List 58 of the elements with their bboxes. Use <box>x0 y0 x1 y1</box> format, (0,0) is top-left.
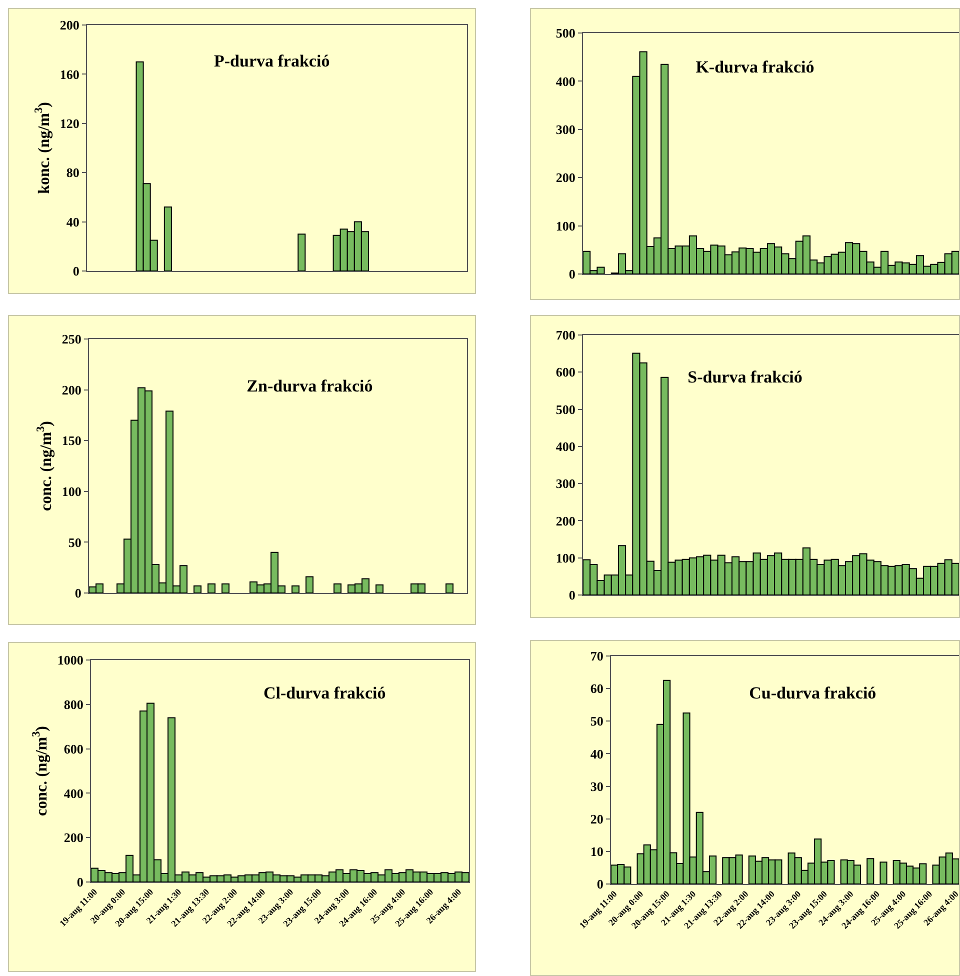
y-tick-label: 30 <box>590 778 604 794</box>
y-tick-label: 80 <box>66 165 80 180</box>
y-tick-label: 40 <box>66 214 80 230</box>
y-tick-label: 120 <box>60 116 80 131</box>
text: P-durva frakció <box>214 52 330 71</box>
bar <box>222 583 230 593</box>
y-tick-label: 200 <box>556 513 576 528</box>
y-tick-label: 0 <box>568 588 576 603</box>
y-tick-label: 0 <box>76 874 84 890</box>
y-tick-label: 20 <box>590 811 604 826</box>
y-tick-label: 0 <box>74 586 82 601</box>
y-tick-label: 700 <box>556 328 576 343</box>
y-tick-label: 400 <box>556 438 576 454</box>
bar <box>292 585 300 593</box>
y-tick-label: 70 <box>590 648 604 664</box>
text: Cu-durva frakció <box>749 684 876 703</box>
bar <box>334 583 342 593</box>
y-tick-label: 800 <box>64 696 84 712</box>
y-tick-label: 400 <box>556 74 576 89</box>
y-tick-label: 50 <box>68 534 82 550</box>
y-tick-label: 200 <box>64 830 84 846</box>
bar <box>446 583 454 593</box>
text: S-durva frakció <box>688 368 802 387</box>
y-tick-label: 10 <box>590 844 604 859</box>
y-tick-label: 0 <box>568 266 576 282</box>
y-tick-label: 160 <box>60 66 80 82</box>
y-tick-label: 40 <box>590 746 604 762</box>
y-tick-label: 1000 <box>57 652 84 668</box>
y-tick-label: 500 <box>556 402 576 417</box>
y-tick-label: 0 <box>596 876 604 892</box>
y-tick-label: 100 <box>556 218 576 234</box>
bar <box>164 206 172 271</box>
y-tick-label: 300 <box>556 476 576 492</box>
bar <box>880 862 888 884</box>
y-tick-label: 60 <box>590 681 604 696</box>
y-tick-label: 600 <box>556 364 576 380</box>
y-tick-label: 400 <box>64 786 84 801</box>
y-tick-label: 200 <box>556 170 576 186</box>
y-tick-label: 0 <box>72 264 80 279</box>
y-tick-label: 100 <box>556 550 576 566</box>
y-tick-label: 600 <box>64 741 84 756</box>
bar <box>866 858 874 884</box>
y-tick-label: 200 <box>60 18 80 33</box>
y-tick-label: 50 <box>590 714 604 729</box>
text: Zn-durva frakció <box>246 376 373 396</box>
bar <box>194 585 202 593</box>
bar <box>298 234 306 271</box>
y-tick-label: 500 <box>556 26 576 41</box>
y-tick-label: 150 <box>62 433 82 448</box>
bar <box>306 576 314 593</box>
y-tick-label: 250 <box>62 332 82 347</box>
y-tick-label: 300 <box>556 122 576 137</box>
bar <box>376 584 384 593</box>
bar <box>208 583 216 593</box>
y-tick-label: 200 <box>62 382 82 398</box>
y-tick-label: 100 <box>62 484 82 499</box>
text: K-durva frakció <box>696 58 814 77</box>
text: Cl-durva frakció <box>263 684 386 703</box>
